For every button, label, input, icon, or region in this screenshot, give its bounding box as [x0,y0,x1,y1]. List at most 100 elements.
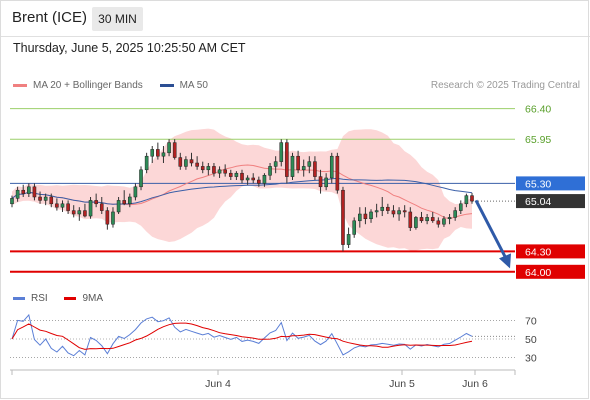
candle-body [144,155,149,171]
candle-body [341,189,345,245]
candle-body [55,203,59,208]
candle-body [391,210,396,215]
candle-body [38,196,42,201]
candle-body [453,210,457,218]
candle-body [380,206,385,211]
candle-body [111,211,115,225]
rsi-level-label-30: 30 [525,353,537,365]
candle-body [21,189,26,194]
legend-ma50: MA 50 [159,80,208,91]
candle-body [251,177,256,181]
level-label-65-30: 65.30 [525,178,551,190]
forecast-arrow-shaft [474,199,509,262]
candle-body [363,213,368,220]
level-label-65-95: 65.95 [525,134,551,146]
candle-body [10,198,14,205]
candle-body [223,169,227,174]
candle-body [43,196,48,201]
legend-9ma: 9MA [64,293,103,304]
level-tag-65-04 [516,194,585,209]
candle-body [458,203,463,211]
candle-body [414,217,418,228]
candle-body [66,203,70,211]
candle-body [374,210,379,213]
legend-ma20: MA 20 + Bollinger Bands [13,80,143,91]
candle-body [285,142,289,177]
price-legend: MA 20 + Bollinger Bands MA 50 [13,80,222,91]
candle-body [470,195,474,202]
candle-body [240,172,244,181]
chart-header: Brent (ICE) 30 MIN [0,0,590,37]
candle-body [268,166,272,176]
candle-body [318,176,323,188]
copyright-text: Research © 2025 Trading Central [430,80,580,91]
candle-body [60,203,65,208]
candle-body [178,157,183,167]
level-label-64-30: 64.30 [525,246,551,258]
candle-body [307,161,312,167]
level-label-66-40: 66.40 [525,104,551,116]
candle-body [200,166,205,171]
candle-body [464,195,469,205]
candle-body [156,149,160,157]
candle-body [352,220,356,235]
candle-body [77,210,82,215]
candle-body [139,169,143,188]
candle-body [296,155,300,171]
candle-body [447,217,452,220]
bollinger-band [12,128,472,251]
x-tick-label: Jun 4 [205,378,231,390]
candle-body [94,200,98,205]
candle-body [99,203,104,211]
candle-body [335,155,340,191]
timestamp: Thursday, June 5, 2025 10:25:50 AM CET [13,41,246,55]
candle-body [116,200,121,213]
candle-body [358,213,362,222]
candle-body [128,196,132,205]
candle-body [161,152,166,157]
candle-body [15,189,20,199]
candle-body [189,159,194,164]
candle-body [430,217,435,222]
forecast-arrow-head [499,253,511,269]
rsi-line [11,313,473,357]
candle-body [195,162,199,167]
candle-body [397,210,401,215]
rsi-ma9-line [11,322,473,350]
candle-body [228,172,233,177]
level-label-64-00: 64.00 [525,267,551,279]
candle-body [262,174,267,184]
candle-body [167,142,171,154]
candle-body [425,217,429,222]
candle-body [386,206,390,211]
candle-body [83,210,87,217]
candle-body [49,196,54,205]
candle-body [234,172,239,177]
rsi-level-label-50: 50 [525,334,537,346]
candle-body [133,186,138,198]
candle-body [346,234,351,245]
candle-body [436,220,441,225]
candle-body [313,161,317,177]
timeframe-button[interactable]: 30 MIN [92,7,143,31]
candle-body [122,200,126,205]
rsi-level-label-70: 70 [525,315,537,327]
x-tick-label: Jun 6 [462,378,488,390]
candle-body [324,177,328,188]
level-tag-64-00 [516,264,585,279]
candle-body [279,142,284,162]
candle-body [329,155,334,179]
candle-body [32,186,37,198]
candle-body [301,166,306,171]
candle-body [184,159,188,167]
level-tag-65-30 [516,176,585,191]
candle-body [212,166,216,174]
candle-body [369,211,373,220]
level-label-65-04: 65.04 [525,196,551,208]
instrument-title: Brent (ICE) [12,9,88,26]
candle-body [419,217,424,222]
candle-body [290,155,295,177]
candle-body [206,166,211,171]
level-tag-64-30 [516,244,585,259]
